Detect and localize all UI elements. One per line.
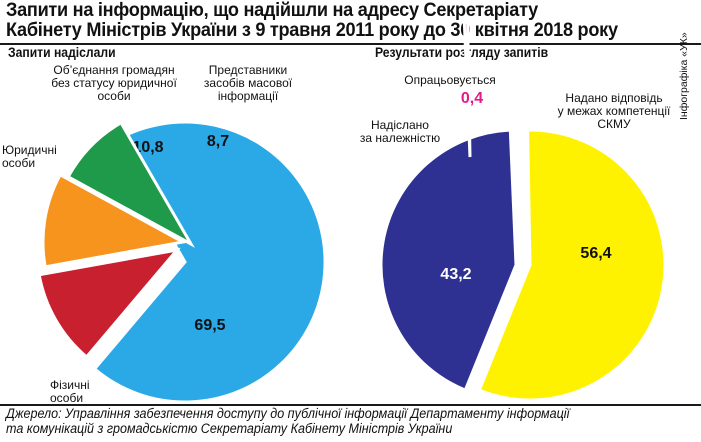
chart-2-category-label-2: Надіслано за належністю [360,118,440,145]
chart-2-category-label-1: Надано відповідь у межах компетенції СКМУ [558,91,671,131]
chart-2-slice-2 [379,128,518,393]
chart-2-value-label-1: 56,4 [580,245,611,262]
source-note: Джерело: Управління забезпечення доступу… [6,406,569,436]
chart-2-category-label-3: Опрацьовується [404,73,495,87]
chart-1-category-label-3: Об’єднання громадян без статусу юридичної… [51,63,177,103]
chart-1-slice-2 [37,247,181,360]
chart-1-slice-3 [41,172,188,269]
chart-1-category-label-1: Фізичні особи [50,378,90,405]
bottom-divider [0,404,701,406]
right-chart-title: Результати розгляду запитів [375,45,549,60]
source-line-2: та комунікацій з громадськістю Секретарі… [6,421,453,436]
chart-1-value-label-1: 69,5 [194,317,225,334]
chart-1-value-label-4: 8,7 [207,133,229,150]
left-chart-title: Запити надіслали [8,45,116,60]
title-line-1: Запити на інформацію, що надійшли на адр… [6,0,538,21]
top-divider [0,43,701,45]
chart-2-value-label-2: 43,2 [440,266,471,283]
chart-2-slice-3 [462,20,472,158]
chart-1-slice-4 [66,120,195,248]
chart-2-value-label-3: 0,4 [461,90,483,107]
chart-2-slice-1 [477,128,667,402]
chart-1-value-label-3: 10,8 [132,139,163,156]
chart-1-category-label-4: Представники засобів масової інформації [204,63,293,103]
source-line-1: Джерело: Управління забезпечення доступу… [6,406,570,421]
chart-1-category-label-2: Юридичні особи [2,143,57,170]
